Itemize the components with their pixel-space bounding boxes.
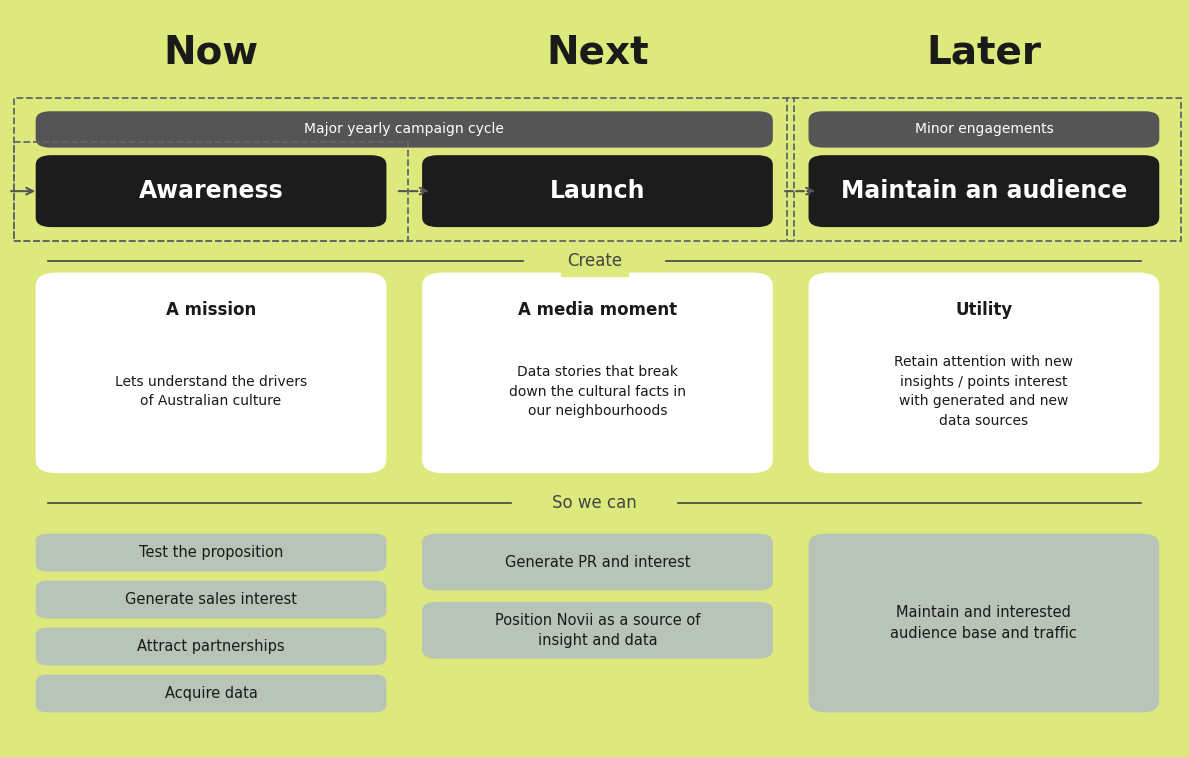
Text: Generate PR and interest: Generate PR and interest [504, 555, 691, 569]
FancyBboxPatch shape [809, 111, 1159, 148]
Text: Later: Later [926, 34, 1042, 72]
Text: Test the proposition: Test the proposition [139, 545, 283, 560]
Text: Utility: Utility [955, 301, 1013, 319]
Text: Maintain and interested
audience base and traffic: Maintain and interested audience base an… [891, 605, 1077, 641]
Text: Attract partnerships: Attract partnerships [137, 639, 285, 654]
FancyBboxPatch shape [36, 674, 386, 712]
FancyBboxPatch shape [36, 155, 386, 227]
Text: Generate sales interest: Generate sales interest [125, 592, 297, 607]
Text: Lets understand the drivers
of Australian culture: Lets understand the drivers of Australia… [115, 375, 307, 409]
FancyBboxPatch shape [809, 534, 1159, 712]
FancyBboxPatch shape [36, 111, 773, 148]
Text: A media moment: A media moment [518, 301, 677, 319]
FancyBboxPatch shape [422, 155, 773, 227]
Text: Position Novii as a source of
insight and data: Position Novii as a source of insight an… [495, 613, 700, 647]
Bar [14, 98, 794, 241]
FancyBboxPatch shape [422, 534, 773, 590]
Text: Acquire data: Acquire data [164, 686, 258, 701]
Text: Major yearly campaign cycle: Major yearly campaign cycle [304, 123, 504, 136]
FancyBboxPatch shape [422, 273, 773, 473]
Bar [14, 142, 408, 241]
Text: Data stories that break
down the cultural facts in
our neighbourhoods: Data stories that break down the cultura… [509, 365, 686, 419]
Text: Maintain an audience: Maintain an audience [841, 179, 1127, 203]
FancyBboxPatch shape [36, 581, 386, 618]
Text: Awareness: Awareness [139, 179, 283, 203]
Text: Launch: Launch [549, 179, 646, 203]
Text: Create: Create [567, 252, 622, 270]
Bar [787, 98, 1181, 241]
FancyBboxPatch shape [36, 534, 386, 572]
FancyBboxPatch shape [422, 602, 773, 659]
Text: A mission: A mission [166, 301, 256, 319]
FancyBboxPatch shape [36, 273, 386, 473]
Text: Minor engagements: Minor engagements [914, 123, 1053, 136]
FancyBboxPatch shape [809, 155, 1159, 227]
Text: Next: Next [546, 34, 649, 72]
Text: Retain attention with new
insights / points interest
with generated and new
data: Retain attention with new insights / poi… [894, 356, 1074, 428]
FancyBboxPatch shape [809, 273, 1159, 473]
Text: Now: Now [163, 34, 259, 72]
FancyBboxPatch shape [36, 628, 386, 665]
Text: So we can: So we can [552, 494, 637, 512]
